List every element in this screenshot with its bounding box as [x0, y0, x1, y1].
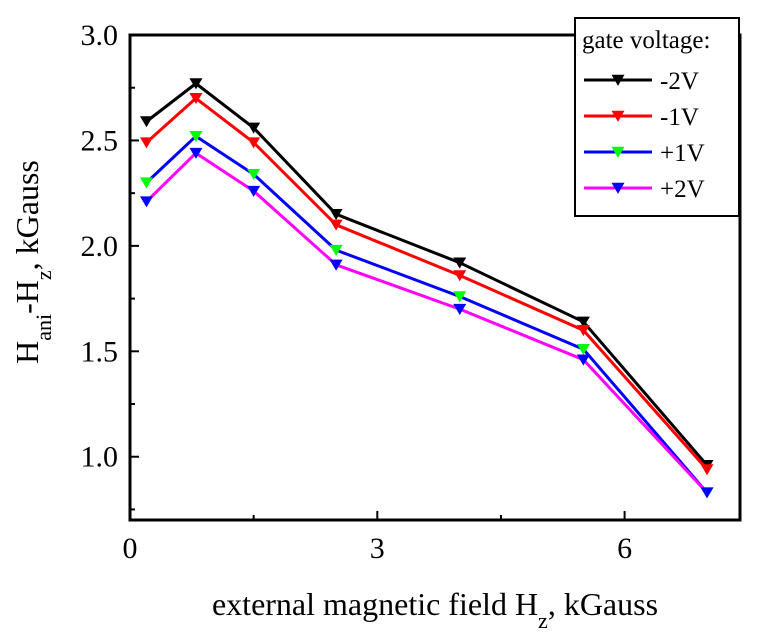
data-point	[576, 343, 590, 356]
x-axis-title-main: external magnetic field H	[212, 586, 538, 622]
y-axis-title-tail: , kGauss	[9, 160, 45, 270]
data-point	[247, 168, 261, 181]
data-point	[453, 303, 467, 315]
legend-marker	[611, 182, 625, 194]
data-point	[700, 487, 714, 499]
data-point	[576, 354, 590, 366]
legend-marker	[611, 74, 625, 86]
y-axis-title-mid: -H	[9, 280, 45, 314]
data-point	[189, 147, 203, 159]
legend-label: +2V	[660, 176, 705, 203]
data-point	[329, 209, 343, 221]
x-axis-title: external magnetic field Hz, kGauss	[212, 586, 658, 633]
x-tick-label: 3	[370, 532, 385, 565]
y-tick-label: 1.0	[81, 441, 119, 474]
data-point	[329, 244, 343, 256]
data-point	[329, 219, 343, 231]
data-point	[139, 116, 153, 128]
plot-frame	[128, 33, 742, 522]
series	[139, 147, 714, 499]
y-axis-title-sub1: ani	[31, 314, 56, 341]
y-axis-title-h1: H	[9, 341, 45, 364]
data-point	[453, 291, 467, 303]
x-axis-title-tail: , kGauss	[548, 586, 658, 622]
legend-marker	[611, 110, 625, 122]
x-axis-title-sub: z	[538, 608, 548, 633]
legend-label: -2V	[660, 68, 699, 95]
data-point	[189, 131, 203, 143]
data-point	[576, 316, 590, 328]
data-point	[247, 122, 261, 134]
y-tick-label: 2.5	[81, 124, 119, 157]
data-point	[247, 185, 261, 197]
legend-entry: +1V	[584, 140, 705, 167]
series	[139, 93, 714, 476]
data-point	[700, 464, 714, 476]
y-tick-label: 3.0	[81, 19, 119, 52]
legend-entry: -2V	[584, 68, 699, 95]
y-axis-title-sub2: z	[31, 270, 56, 280]
y-axis-title: Hani-Hz, kGauss	[9, 160, 56, 364]
series-layer	[139, 78, 714, 499]
legend-entries: -2V -1V +1V +2V	[584, 68, 705, 203]
legend-title: gate voltage:	[582, 27, 710, 54]
y-tick-label: 1.5	[81, 335, 119, 368]
x-tick-label: 0	[123, 532, 138, 565]
data-point	[139, 177, 153, 189]
data-point	[247, 137, 261, 149]
data-point	[139, 196, 153, 208]
data-point	[453, 270, 467, 282]
legend-label: -1V	[660, 104, 699, 131]
data-point	[576, 325, 590, 337]
data-point	[139, 137, 153, 149]
x-tick-label: 6	[617, 532, 632, 565]
legend-label: +1V	[660, 140, 705, 167]
legend-entry: +2V	[584, 176, 705, 203]
y-tick-label: 2.0	[81, 230, 119, 263]
legend-entry: -1V	[584, 104, 699, 131]
legend: gate voltage: -2V -1V +1V +2V	[574, 17, 740, 217]
data-point	[453, 257, 467, 269]
data-point	[329, 259, 343, 271]
axis-ticks: 0 3 6 1.0 1.5 2.0 2.5 3.0	[81, 19, 633, 565]
data-point	[189, 78, 203, 90]
series	[139, 78, 714, 472]
legend-marker	[611, 146, 625, 158]
data-point	[189, 93, 203, 105]
